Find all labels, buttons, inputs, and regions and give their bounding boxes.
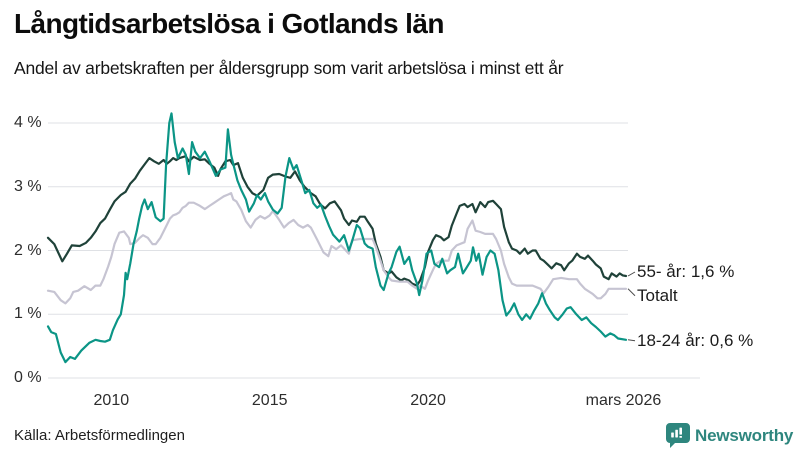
series-end-label-55-r: 55- år: 1,6 % bbox=[637, 262, 735, 281]
series-end-label-totalt: Totalt bbox=[637, 285, 678, 305]
x-axis-tick-label: 2020 bbox=[410, 392, 446, 409]
series-line-55-r bbox=[46, 155, 628, 287]
x-axis-tick-label: mars 2026 bbox=[585, 392, 662, 409]
y-axis-tick-label: 1 % bbox=[14, 305, 42, 323]
series-line-totalt bbox=[46, 192, 628, 305]
label-connector-line bbox=[627, 288, 636, 297]
label-connector-line bbox=[627, 271, 636, 277]
newsworthy-brand[interactable]: Newsworthy bbox=[666, 423, 793, 448]
x-axis-tick-label: 2010 bbox=[93, 392, 130, 409]
newsworthy-brand-name: Newsworthy bbox=[695, 425, 794, 445]
series-end-label-18-24-r: 18-24 år: 0,6 % bbox=[637, 330, 754, 350]
newsworthy-logo-icon bbox=[666, 423, 690, 448]
series-line-18-24-r bbox=[46, 112, 628, 364]
y-axis-tick-label: 2 % bbox=[14, 241, 42, 259]
y-axis-tick-label: 3 % bbox=[14, 177, 42, 195]
source-text: Källa: Arbetsförmedlingen bbox=[14, 427, 185, 444]
page-title: Långtidsarbetslösa i Gotlands län bbox=[14, 8, 444, 39]
x-axis-tick-label: 2015 bbox=[251, 392, 288, 409]
chart-subtitle: Andel av arbetskraften per åldersgrupp s… bbox=[14, 58, 564, 78]
label-connector-line bbox=[627, 339, 636, 342]
y-axis-tick-label: 0 % bbox=[14, 369, 42, 386]
y-axis-tick-label: 4 % bbox=[14, 114, 42, 131]
